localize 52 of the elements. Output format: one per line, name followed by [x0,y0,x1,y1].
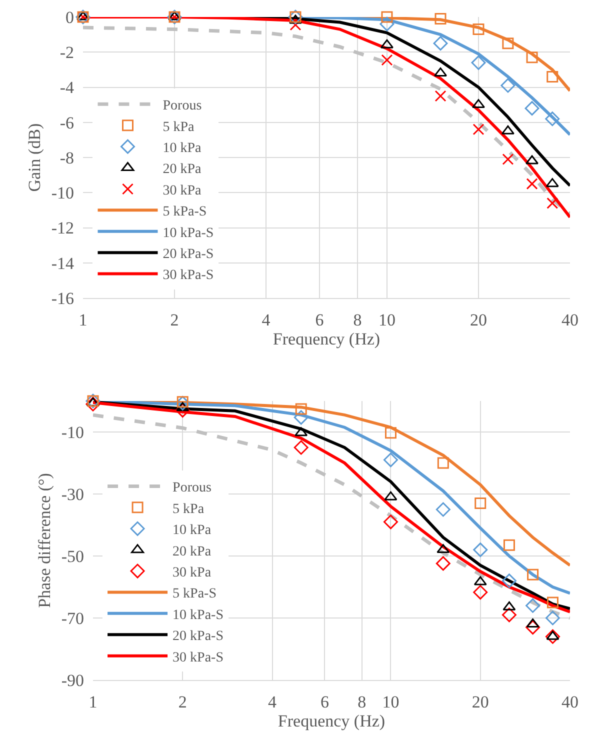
x-tick-label: 4 [262,310,271,330]
y-tick-label: -30 [61,484,84,504]
x-tick-label: 40 [562,310,578,330]
legend-label: 30 kPa [162,183,202,198]
x-tick-label: 10 [378,310,396,330]
legend-label: 10 kPa [162,141,202,156]
y-tick-label: -16 [51,288,74,308]
legend-label: 30 kPa [172,565,212,580]
x-tick-label: 6 [320,692,329,712]
x-axis-title: Frequency (Hz) [272,330,380,349]
x-tick-label: 6 [315,310,324,330]
y-tick-label: -6 [60,113,74,132]
legend-label: 5 kPa-S [162,204,207,220]
legend-label: 5 kPa [162,120,196,135]
y-axis-title: Phase difference (°) [34,473,54,608]
y-tick-label: -90 [61,670,84,690]
y-axis-title: Gain (dB) [24,123,44,192]
y-tick-label: -4 [60,78,74,98]
legend-label: 10 kPa [172,523,212,538]
y-tick-label: -70 [61,608,84,628]
legend-label: 30 kPa-S [162,268,214,284]
y-tick-label: -8 [60,148,74,168]
y-tick-label: -12 [51,218,74,238]
legend-label: Porous [162,98,202,114]
y-tick-label: -14 [51,254,74,273]
legend-label: Porous [172,480,212,496]
y-tick-label: 0 [66,8,74,27]
x-tick-label: 8 [358,692,366,712]
y-tick-label: -2 [60,43,74,62]
x-tick-label: 2 [178,692,187,712]
y-tick-label: -10 [51,184,74,203]
y-tick-label: -10 [61,422,84,442]
legend-label: 30 kPa-S [172,650,224,666]
x-tick-label: 20 [470,310,487,330]
x-tick-label: 1 [78,310,88,330]
x-axis-title: Frequency (Hz) [278,712,386,731]
x-tick-label: 20 [472,692,489,712]
x-tick-label: 10 [382,692,400,712]
x-tick-label: 2 [170,310,179,330]
x-tick-label: 1 [88,692,98,712]
x-tick-label: 8 [353,310,362,330]
y-tick-label: -50 [61,546,84,566]
legend-label: 5 kPa [172,502,205,517]
legend-label: 10 kPa-S [172,608,224,623]
x-tick-label: 40 [562,692,578,712]
legend-label: 20 kPa-S [162,247,214,262]
legend-label: 10 kPa-S [162,226,214,241]
legend-label: 20 kPa-S [172,629,224,644]
legend-label: 20 kPa [172,544,212,560]
x-tick-label: 4 [268,692,278,712]
legend-label: 20 kPa [162,162,202,178]
legend-label: 5 kPa-S [172,586,216,602]
